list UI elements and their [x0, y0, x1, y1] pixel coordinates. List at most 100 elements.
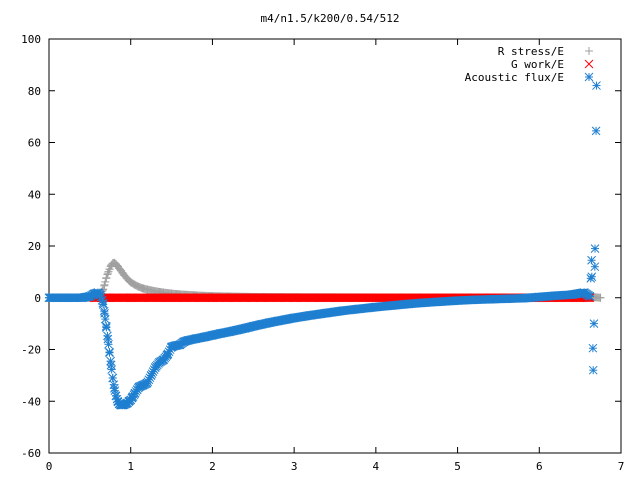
y-tick-label: 0	[34, 292, 41, 305]
data-point	[77, 293, 87, 303]
x-tick-label: 5	[454, 460, 461, 473]
data-point	[590, 262, 600, 272]
data-point	[232, 325, 242, 335]
y-tick-label: 100	[21, 33, 41, 46]
data-point	[587, 272, 597, 282]
data-point	[138, 284, 147, 293]
data-point	[199, 332, 209, 342]
legend-marker	[585, 47, 593, 55]
data-point	[100, 308, 109, 318]
legend-marker	[584, 59, 594, 69]
data-point	[371, 302, 381, 312]
data-point	[588, 343, 598, 353]
data-point	[322, 308, 332, 318]
data-point	[248, 321, 258, 331]
series-3	[44, 81, 601, 410]
data-point	[387, 301, 397, 310]
y-tick-label: -60	[21, 447, 41, 460]
data-point	[208, 330, 217, 340]
data-point	[224, 327, 234, 337]
y-tick-label: 20	[28, 240, 41, 253]
data-point	[115, 264, 124, 273]
data-point	[265, 318, 274, 327]
data-point	[183, 336, 193, 345]
legend-label: R stress/E	[498, 45, 564, 58]
chart-title: m4/n1.5/k200/0.54/512	[260, 12, 399, 25]
y-tick-label: -40	[21, 395, 41, 408]
data-point	[98, 298, 108, 308]
data-point	[191, 334, 201, 343]
plot-points	[44, 81, 605, 410]
data-point	[248, 293, 258, 303]
data-point	[130, 280, 139, 289]
data-point	[240, 323, 250, 333]
data-point	[592, 81, 601, 90]
data-point	[100, 280, 109, 289]
data-point	[103, 269, 112, 278]
data-point	[142, 378, 152, 388]
y-axis: -60 -40 -20 0 20 40 60 80 100	[21, 33, 621, 460]
data-point	[101, 321, 111, 331]
data-point	[163, 350, 172, 360]
data-point	[257, 320, 266, 329]
data-point	[105, 265, 114, 274]
y-tick-label: 60	[28, 137, 41, 150]
x-tick-label: 7	[618, 460, 625, 473]
data-point	[591, 126, 601, 136]
x-tick-label: 3	[291, 460, 298, 473]
data-point	[289, 313, 299, 323]
legend-label: G work/E	[511, 58, 564, 71]
data-point	[52, 293, 62, 303]
data-point	[106, 360, 116, 370]
data-point	[330, 293, 340, 303]
data-point	[105, 347, 114, 357]
data-point	[110, 258, 119, 267]
data-point	[96, 290, 105, 300]
data-point	[60, 293, 70, 303]
legend-label: Acoustic flux/E	[465, 71, 564, 84]
data-point	[596, 293, 605, 302]
data-point	[111, 391, 121, 401]
data-point	[103, 334, 113, 344]
legend-marker	[584, 72, 594, 82]
data-point	[551, 291, 560, 301]
data-point	[126, 278, 135, 287]
data-point	[167, 293, 176, 303]
data-point	[216, 329, 225, 338]
data-point	[585, 292, 595, 301]
data-point	[273, 316, 283, 326]
data-point	[338, 306, 348, 316]
data-point	[588, 365, 598, 375]
data-point	[108, 373, 118, 383]
data-point	[589, 319, 599, 328]
data-point	[469, 295, 479, 305]
data-point	[44, 293, 54, 303]
y-tick-label: 40	[28, 188, 41, 201]
data-point	[146, 371, 156, 380]
data-point	[138, 380, 148, 390]
data-point	[579, 288, 589, 297]
data-point	[126, 293, 136, 303]
x-axis: 0 1 2 3 4 5 6 7	[46, 39, 625, 473]
data-point	[134, 282, 143, 291]
data-point	[150, 363, 160, 372]
data-point	[69, 293, 78, 303]
data-point	[371, 293, 381, 303]
x-tick-label: 0	[46, 460, 53, 473]
data-point	[518, 293, 528, 303]
data-point	[534, 292, 544, 302]
data-point	[208, 293, 217, 303]
data-point	[129, 280, 138, 289]
data-point	[420, 298, 430, 308]
x-tick-label: 6	[536, 460, 543, 473]
data-point	[159, 355, 168, 365]
data-point	[436, 297, 446, 306]
data-point	[143, 285, 152, 294]
data-point	[281, 315, 291, 324]
data-point	[85, 292, 95, 301]
y-tick-label: -20	[21, 344, 41, 357]
data-point	[485, 294, 495, 304]
data-point	[567, 290, 577, 299]
